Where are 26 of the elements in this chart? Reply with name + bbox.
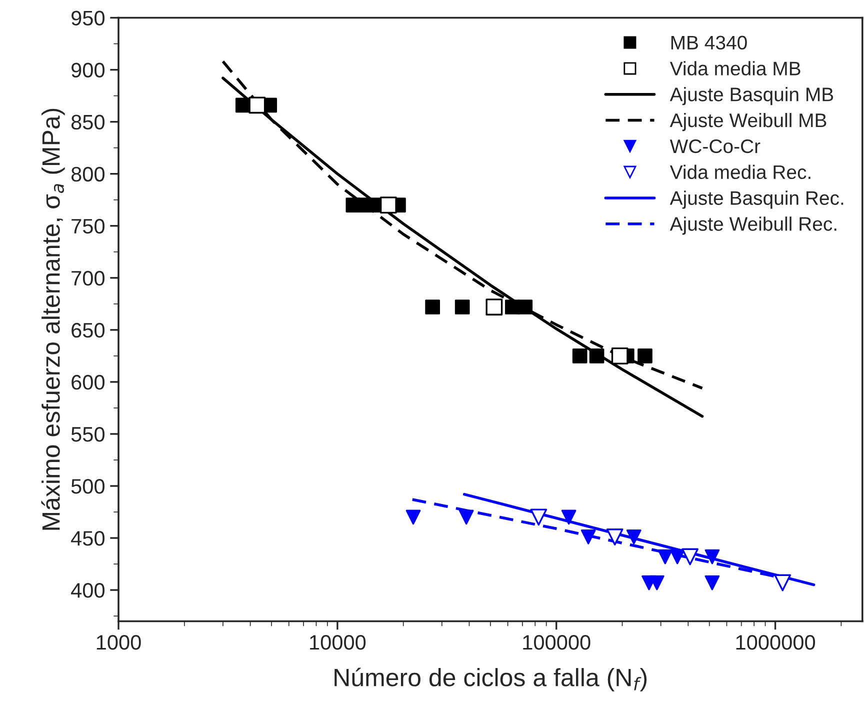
y-tick-label: 950 [72,10,104,26]
y-tick-label: 600 [72,374,104,390]
x-axis-title: Número de ciclos a falla (N$_{f}$) [334,668,647,692]
legend-label: MB 4340 [671,36,747,50]
y-tick-label: 800 [71,166,104,182]
y-tick-label: 400 [71,583,104,598]
y-tick-label: 900 [72,62,104,78]
x-tick-label: 100000 [523,634,590,650]
legend-label: Ajuste Basquin MB [670,87,834,106]
y-tick-label: 750 [72,218,104,234]
x-tick-label: 10000 [310,634,366,650]
y-tick-label: 450 [71,531,104,546]
x-tick-label: 1000 [96,634,141,650]
legend-label: Ajuste Weibull Rec. [670,216,836,235]
y-tick-label: 550 [71,426,104,442]
legend-label: WC-Co-Cr [670,139,760,154]
y-axis-title: Máximo esfuerzo alternante, σ$_{a}$ (MPa) [41,108,65,530]
y-tick-label: 850 [71,114,104,130]
legend-label: Ajuste Basquin Rec. [670,190,844,209]
legend-label: Vida media MB [670,61,800,76]
y-tick-label: 700 [72,270,104,286]
x-tick-label: 1000000 [736,634,816,650]
legend-label: Vida media Rec. [670,164,810,180]
legend-label: Ajuste Weibull MB [670,112,826,132]
y-tick-label: 500 [71,478,104,494]
y-tick-label: 650 [72,322,104,338]
